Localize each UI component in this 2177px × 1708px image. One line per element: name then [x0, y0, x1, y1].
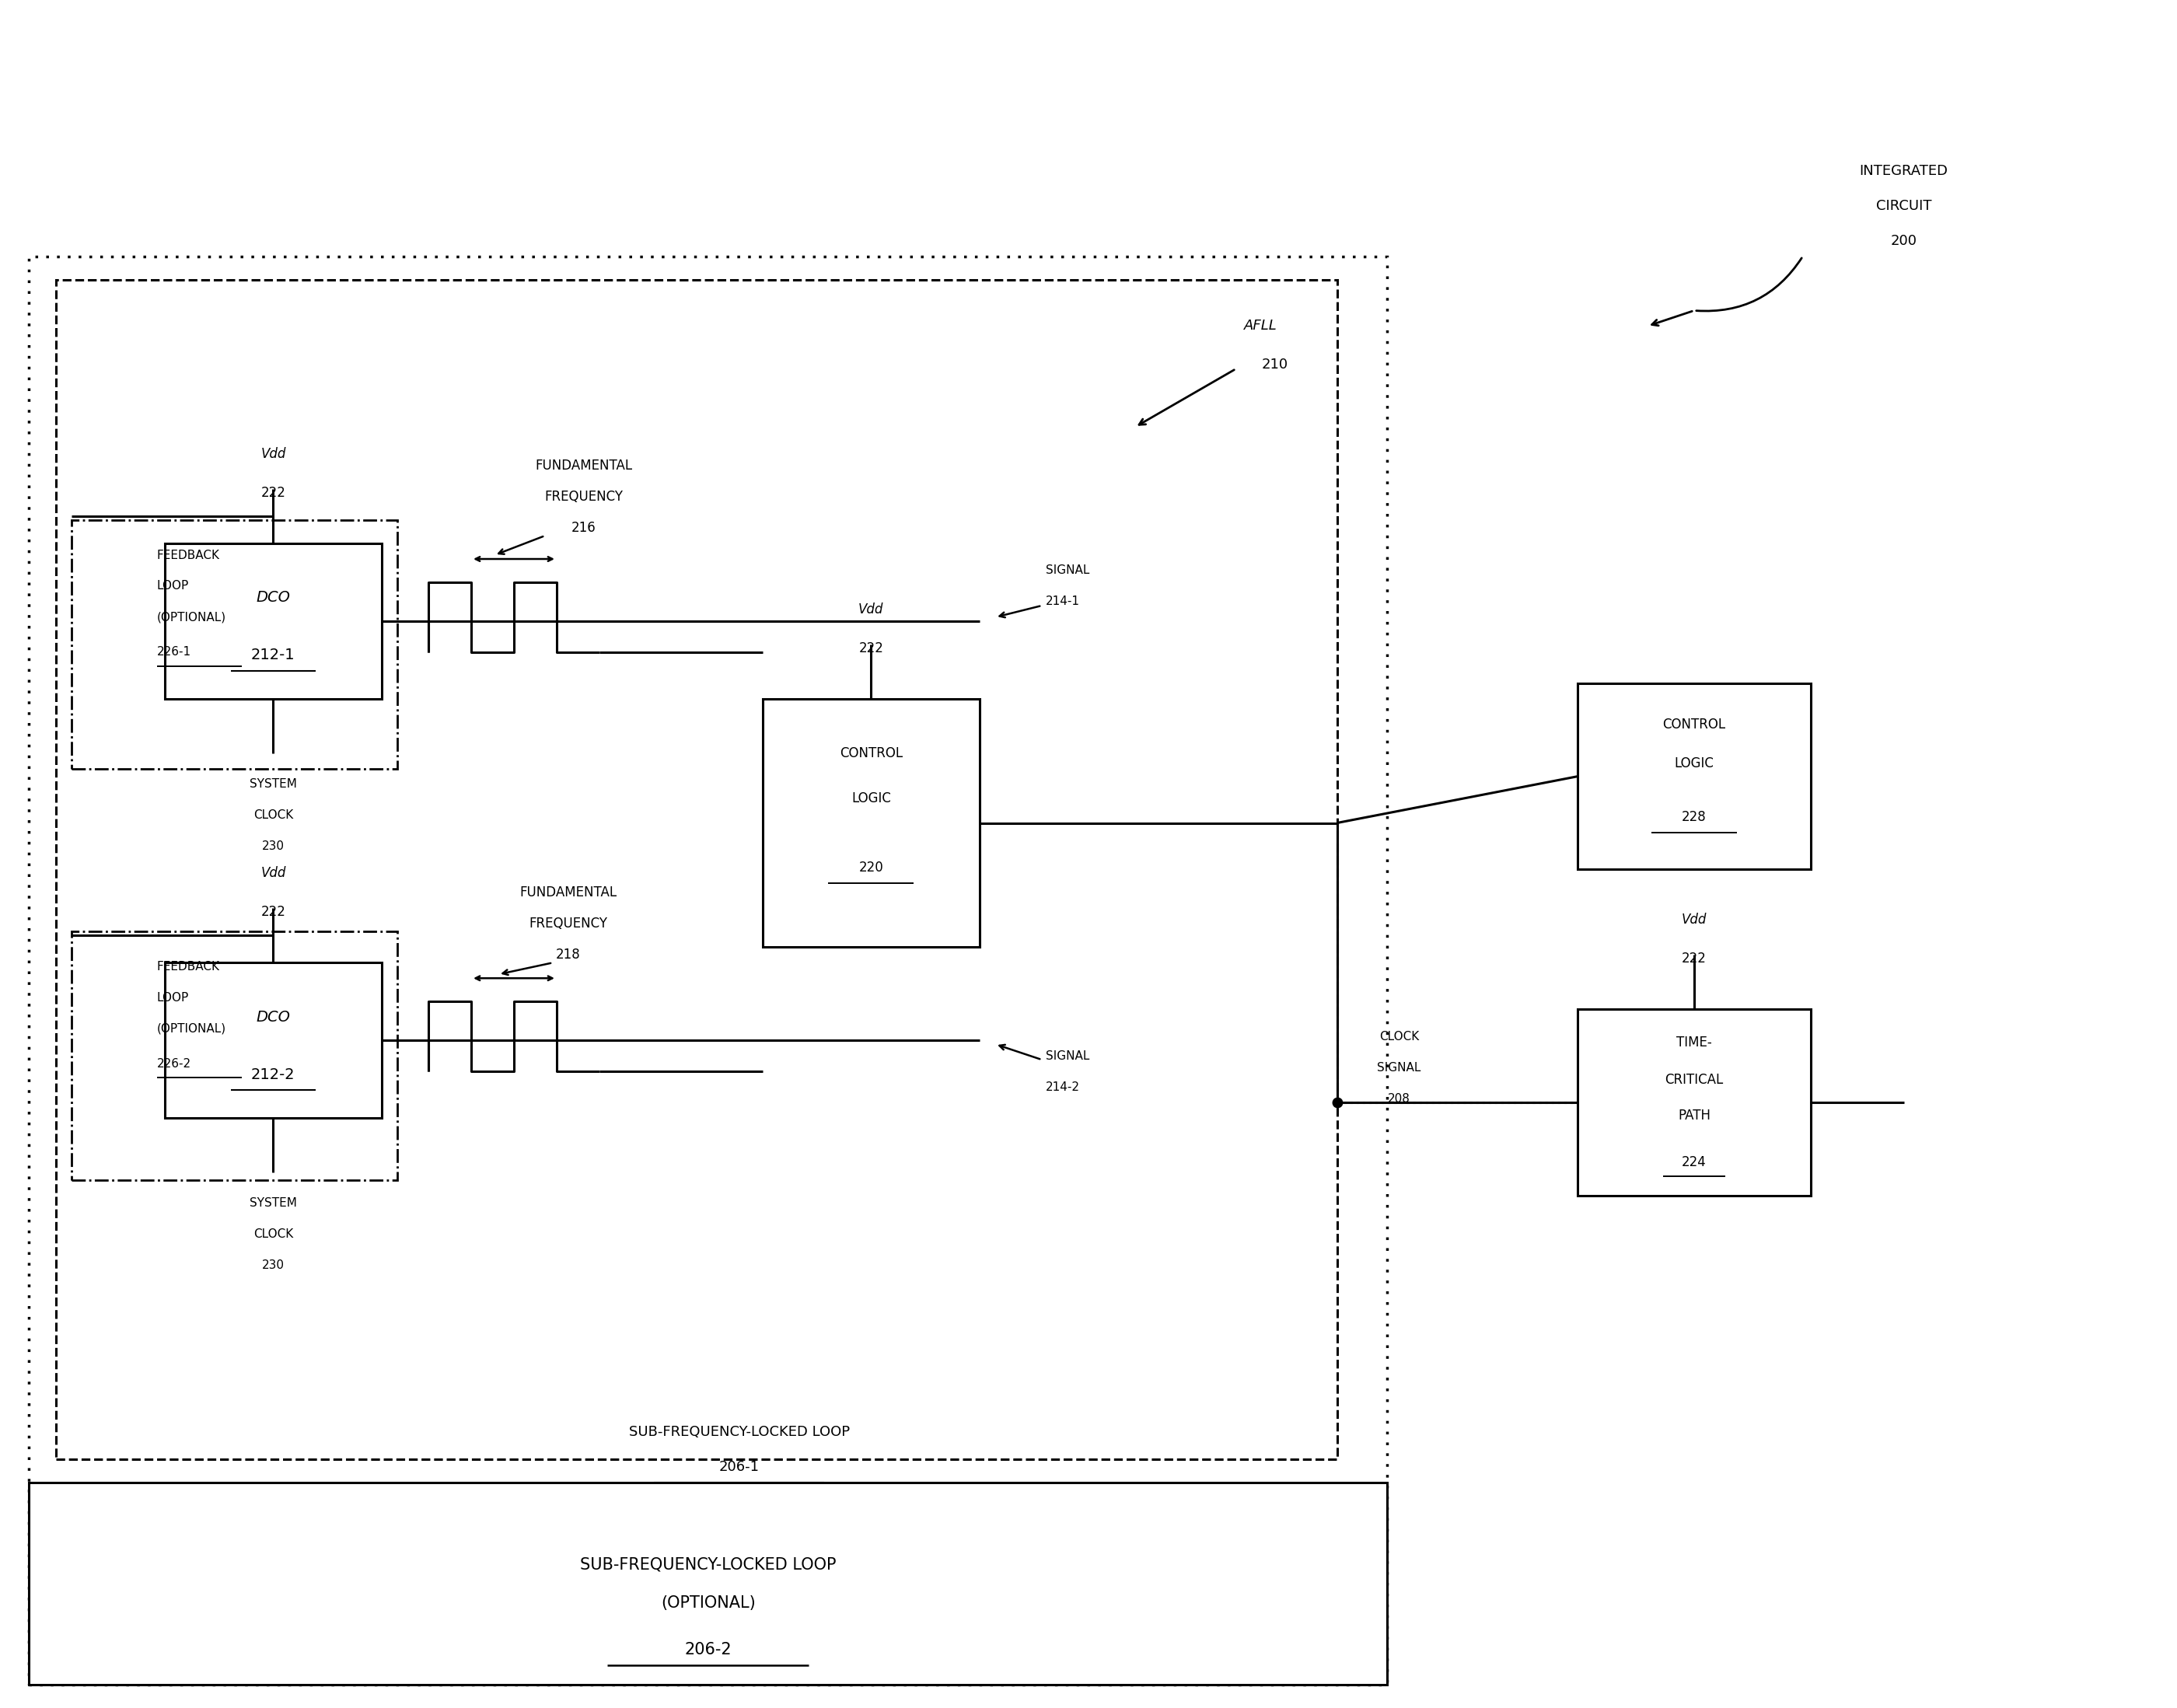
Bar	[72, 521, 398, 769]
Text: AFLL: AFLL	[1243, 319, 1278, 333]
Text: SYSTEM: SYSTEM	[250, 1197, 296, 1209]
Text: 210: 210	[1263, 359, 1289, 372]
Text: 222: 222	[261, 905, 285, 919]
Bar	[762, 699, 980, 948]
Text: (OPTIONAL): (OPTIONAL)	[660, 1595, 755, 1611]
Text: LOOP: LOOP	[157, 581, 189, 593]
Bar	[1578, 1009, 1811, 1196]
FancyArrowPatch shape	[1696, 258, 1803, 311]
Text: SUB-FREQUENCY-LOCKED LOOP: SUB-FREQUENCY-LOCKED LOOP	[579, 1556, 836, 1571]
Text: SIGNAL: SIGNAL	[1045, 565, 1091, 577]
Text: FUNDAMENTAL: FUNDAMENTAL	[520, 886, 616, 900]
Text: 200: 200	[1890, 234, 1918, 248]
Text: FREQUENCY: FREQUENCY	[529, 917, 607, 931]
Text: CLOCK: CLOCK	[1380, 1030, 1419, 1042]
Text: DCO: DCO	[257, 591, 290, 605]
FancyArrowPatch shape	[499, 536, 542, 553]
Text: FREQUENCY: FREQUENCY	[544, 490, 623, 504]
Bar	[72, 931, 398, 1180]
Text: SIGNAL: SIGNAL	[1045, 1050, 1091, 1062]
Bar	[1578, 683, 1811, 869]
Text: 222: 222	[858, 640, 884, 656]
Text: CRITICAL: CRITICAL	[1665, 1073, 1724, 1086]
Text: CONTROL: CONTROL	[840, 746, 903, 760]
Text: SIGNAL: SIGNAL	[1378, 1062, 1422, 1073]
Text: FUNDAMENTAL: FUNDAMENTAL	[536, 459, 634, 473]
Text: 214-2: 214-2	[1045, 1081, 1080, 1093]
Text: 212-1: 212-1	[250, 647, 296, 663]
Text: INTEGRATED: INTEGRATED	[1859, 164, 1948, 178]
Text: 226-1: 226-1	[157, 646, 192, 658]
Text: SUB-FREQUENCY-LOCKED LOOP: SUB-FREQUENCY-LOCKED LOOP	[629, 1426, 849, 1440]
Text: 230: 230	[261, 840, 285, 852]
Text: Vdd: Vdd	[858, 603, 884, 617]
Text: LOGIC: LOGIC	[1674, 757, 1713, 770]
Text: CLOCK: CLOCK	[253, 1228, 294, 1240]
Text: 214-1: 214-1	[1045, 596, 1080, 608]
Text: 218: 218	[555, 948, 581, 962]
Text: 228: 228	[1683, 810, 1707, 825]
FancyArrowPatch shape	[999, 606, 1041, 617]
Text: 220: 220	[858, 861, 884, 874]
Text: (OPTIONAL): (OPTIONAL)	[157, 611, 226, 623]
Text: LOGIC: LOGIC	[851, 791, 890, 804]
Text: Vdd: Vdd	[261, 866, 285, 880]
Text: (OPTIONAL): (OPTIONAL)	[157, 1023, 226, 1035]
Text: 216: 216	[573, 521, 596, 535]
Text: DCO: DCO	[257, 1009, 290, 1025]
Text: 206-1: 206-1	[718, 1460, 760, 1474]
Bar	[165, 963, 381, 1119]
Text: CIRCUIT: CIRCUIT	[1877, 198, 1931, 214]
Text: 222: 222	[1681, 951, 1707, 965]
Text: 208: 208	[1389, 1093, 1411, 1105]
FancyArrowPatch shape	[999, 1045, 1041, 1059]
Text: SYSTEM: SYSTEM	[250, 779, 296, 791]
Text: Vdd: Vdd	[1681, 914, 1707, 927]
FancyArrowPatch shape	[1652, 311, 1692, 326]
Text: TIME-: TIME-	[1676, 1035, 1711, 1050]
Text: CLOCK: CLOCK	[253, 810, 294, 822]
Text: Vdd: Vdd	[261, 447, 285, 461]
Text: FEEDBACK: FEEDBACK	[157, 550, 220, 560]
Text: 212-2: 212-2	[250, 1068, 296, 1081]
FancyArrowPatch shape	[503, 963, 551, 975]
Text: 206-2: 206-2	[684, 1641, 731, 1657]
Text: 230: 230	[261, 1259, 285, 1271]
Text: FEEDBACK: FEEDBACK	[157, 960, 220, 972]
FancyArrowPatch shape	[1139, 371, 1234, 425]
Bar	[165, 543, 381, 699]
Text: 226-2: 226-2	[157, 1057, 192, 1069]
Text: CONTROL: CONTROL	[1663, 717, 1726, 731]
Text: 222: 222	[261, 487, 285, 500]
Text: PATH: PATH	[1678, 1108, 1711, 1122]
Text: LOOP: LOOP	[157, 992, 189, 1004]
Text: 224: 224	[1683, 1155, 1707, 1168]
Bar	[28, 256, 1387, 1684]
Bar	[57, 280, 1337, 1460]
Bar	[28, 1483, 1387, 1684]
